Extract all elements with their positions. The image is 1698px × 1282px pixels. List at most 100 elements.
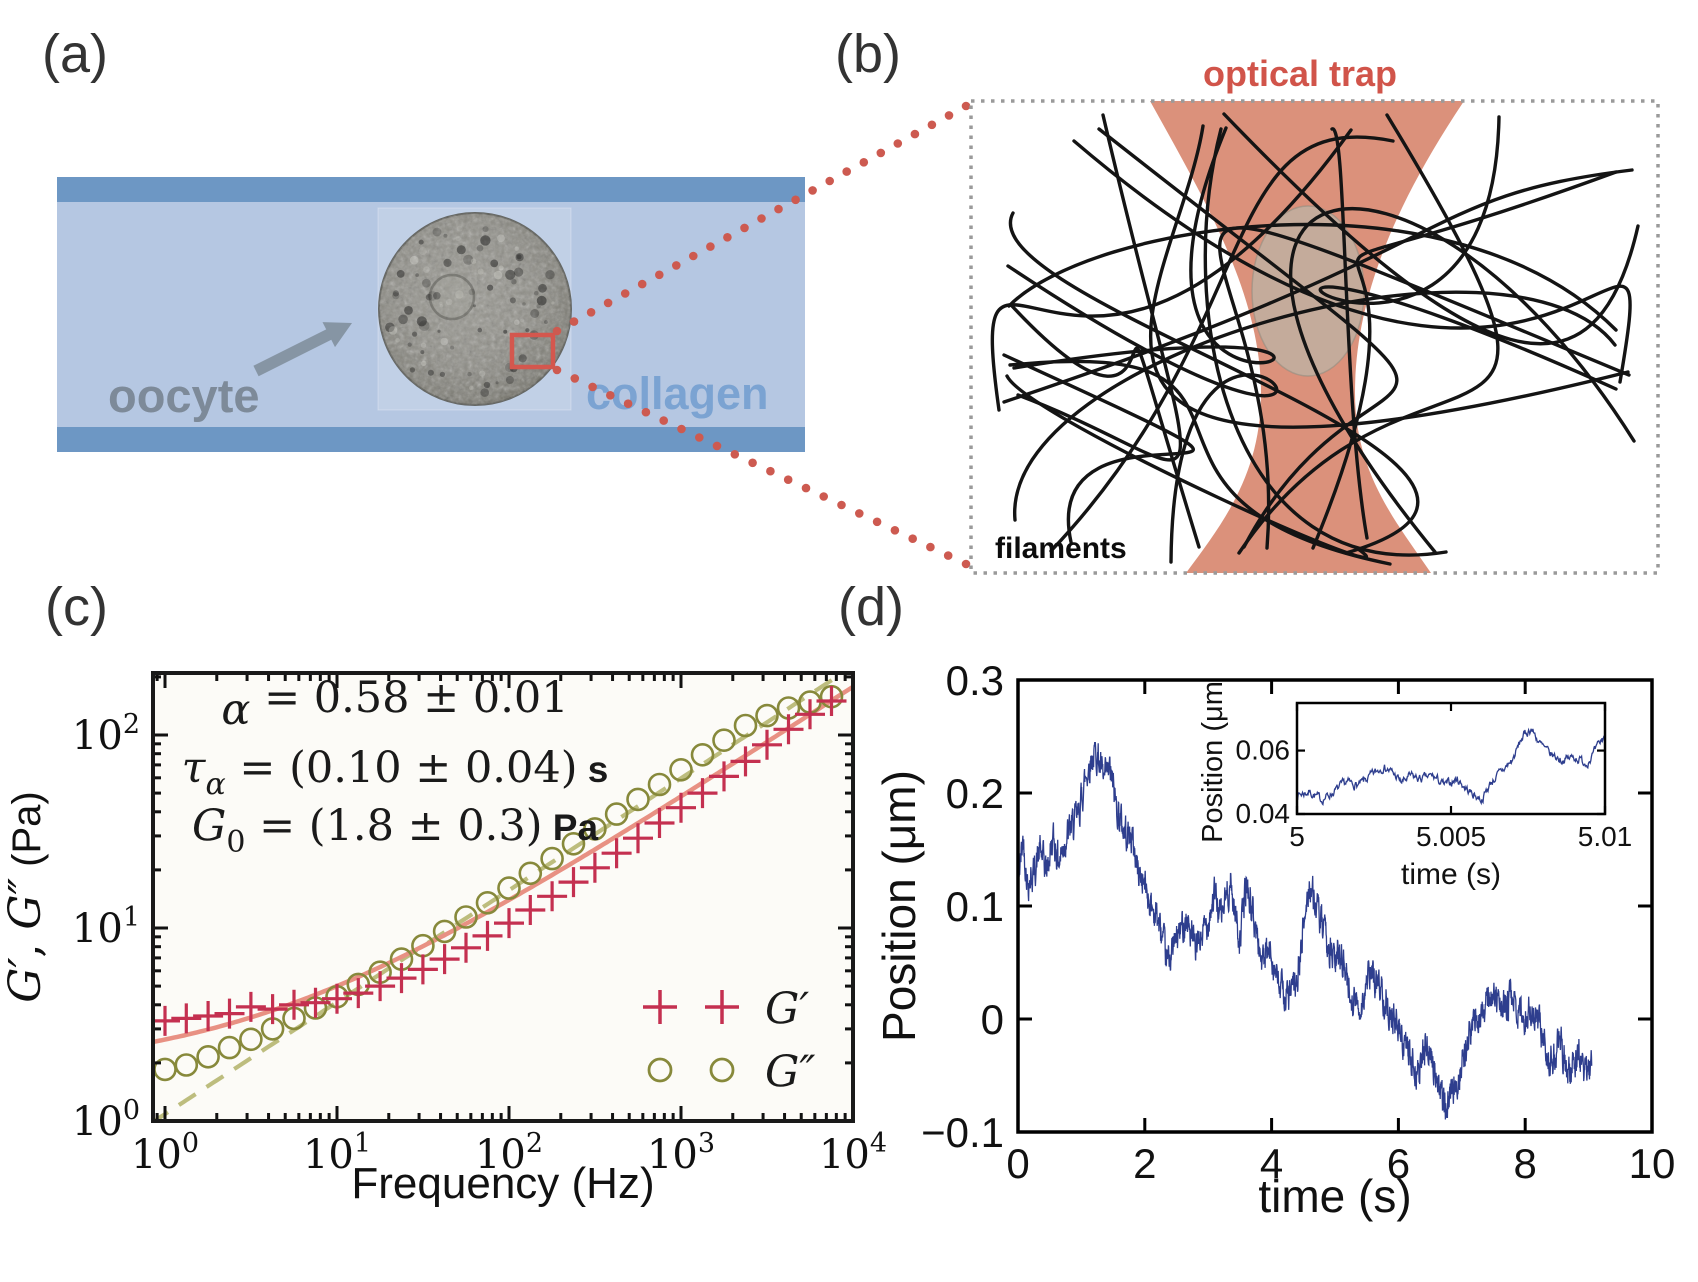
y-tick-label: 0	[981, 996, 1004, 1043]
oocyte-speckle	[503, 329, 508, 334]
x-tick-label: 6	[1387, 1140, 1410, 1187]
oocyte-speckle	[407, 342, 412, 347]
oocyte-speckle	[538, 283, 547, 293]
filament-curve	[1097, 127, 1399, 549]
data-point-g-double-prime	[239, 1027, 263, 1052]
y-tick-label: 0.1	[946, 883, 1004, 930]
oocyte-speckle	[427, 369, 434, 376]
filament-curve	[1203, 127, 1448, 557]
data-point-g-prime	[644, 808, 675, 838]
fit-annotation-alpha: α = 0.58 ± 0.01	[221, 673, 568, 735]
oocyte-speckle	[495, 381, 499, 385]
filament-curve	[1002, 353, 1195, 544]
connector-dot	[672, 261, 681, 270]
oocyte-speckle	[498, 265, 504, 271]
data-point-g-prime	[214, 998, 245, 1029]
data-point-g-prime	[601, 838, 632, 869]
connector-dot	[552, 365, 562, 375]
data-point-g-prime	[300, 987, 331, 1018]
y-tick-label: 100	[72, 1095, 140, 1145]
oocyte-speckle	[536, 295, 547, 306]
connector-dot	[774, 204, 783, 214]
oocyte-speckle	[514, 267, 524, 277]
oocyte-speckle	[440, 337, 449, 346]
data-point-g-double-prime	[196, 1045, 220, 1069]
connector-dot	[570, 374, 580, 383]
x-axis-title-frequency: Frequency (Hz)	[351, 1159, 654, 1208]
data-point-g-prime	[451, 932, 481, 963]
data-point-g-double-prime	[454, 905, 478, 929]
connector-dot	[927, 120, 937, 130]
fit-annotation-tau: τα = (0.10 ± 0.04) s	[182, 743, 609, 802]
legend-label-g-prime: G′	[765, 984, 809, 1034]
connector-dot	[723, 233, 732, 242]
panel-c-moduli-chart: 100 101 102 103 104 100 101 102 α = 0.58 ± 0.01…	[0, 671, 887, 1208]
filament-curve	[1006, 264, 1279, 564]
connector-dot	[659, 416, 668, 425]
filament-curve	[1013, 290, 1617, 522]
connector-dot	[740, 223, 749, 233]
oocyte-speckle	[443, 233, 448, 238]
y-axis-title-moduli: G′, G″ (Pa)	[0, 791, 51, 1002]
oocyte-speckle	[530, 309, 540, 318]
oocyte-speckle	[518, 354, 527, 363]
oocyte-speckle	[432, 227, 442, 237]
data-point-g-double-prime	[174, 1053, 199, 1077]
connector-dot	[944, 111, 954, 120]
data-point-g-double-prime	[497, 876, 521, 900]
data-point-g-double-prime	[561, 831, 586, 856]
oocyte-speckle	[412, 331, 418, 337]
oocyte-speckle	[396, 270, 405, 278]
oocyte-speckle	[483, 381, 491, 389]
filaments-label: filaments	[995, 532, 1127, 565]
y-tick-label: −0.1	[921, 1109, 1004, 1156]
filament-curve	[1237, 113, 1500, 555]
connector-dot	[637, 279, 647, 289]
connector-dot	[893, 139, 903, 148]
x-tick-label: 100	[131, 1128, 199, 1178]
oocyte-speckle	[536, 304, 541, 309]
oocyte-speckle	[421, 360, 427, 366]
y-tick-label: 0.3	[946, 657, 1004, 704]
oocyte-speckle	[520, 318, 525, 323]
oocyte-speckle	[493, 270, 503, 280]
fit-annotation-g0: G0 = (1.8 ± 0.3) Pa	[192, 801, 598, 860]
oocyte-speckle	[392, 290, 399, 297]
oocyte-speckle	[480, 388, 490, 397]
connector-dot	[819, 492, 828, 501]
y-tick-label: 0.2	[946, 770, 1004, 817]
connector-dot	[961, 559, 971, 569]
data-point-g-double-prime	[669, 757, 693, 782]
connector-dot	[943, 551, 953, 560]
inset-x-axis-title: time (s)	[1401, 858, 1501, 891]
panel-d-position-chart: 0 2 4 6 8 10−0.100.10.20.3 time (s) Position …	[873, 657, 1675, 1222]
filament-network	[990, 112, 1640, 566]
x-tick-label: 104	[819, 1128, 887, 1178]
legend-circle-marker	[709, 1057, 735, 1083]
inset-x-tick-label: 5.005	[1416, 821, 1486, 852]
oocyte-speckle	[439, 301, 443, 306]
data-point-g-prime	[472, 920, 503, 951]
inset-trace-line	[1297, 727, 1605, 807]
oocyte-speckle	[487, 284, 494, 291]
oocyte-speckle	[551, 301, 555, 305]
oocyte-speckle	[446, 298, 453, 306]
oocyte-speckle	[398, 314, 408, 325]
oocyte-speckle	[477, 268, 484, 275]
oocyte-speckle	[409, 255, 419, 265]
oocyte-nucleolus	[428, 273, 476, 321]
data-point-g-double-prime	[518, 861, 543, 886]
data-point-g-prime	[386, 963, 417, 994]
data-point-g-prime	[623, 823, 653, 854]
filament-curve	[1289, 206, 1636, 554]
y-tick-label: 102	[72, 709, 140, 759]
oocyte-speckle	[450, 345, 455, 350]
panel-label-d: (d)	[838, 577, 904, 637]
oocyte-speckle	[480, 235, 491, 246]
optical-trap-title: optical trap	[1203, 53, 1397, 94]
y-axis-title-position: Position (μm)	[873, 770, 925, 1042]
legend-label-g-double-prime: G″	[765, 1047, 815, 1097]
x-tick-label: 101	[303, 1128, 371, 1178]
connector-dot	[689, 251, 698, 261]
